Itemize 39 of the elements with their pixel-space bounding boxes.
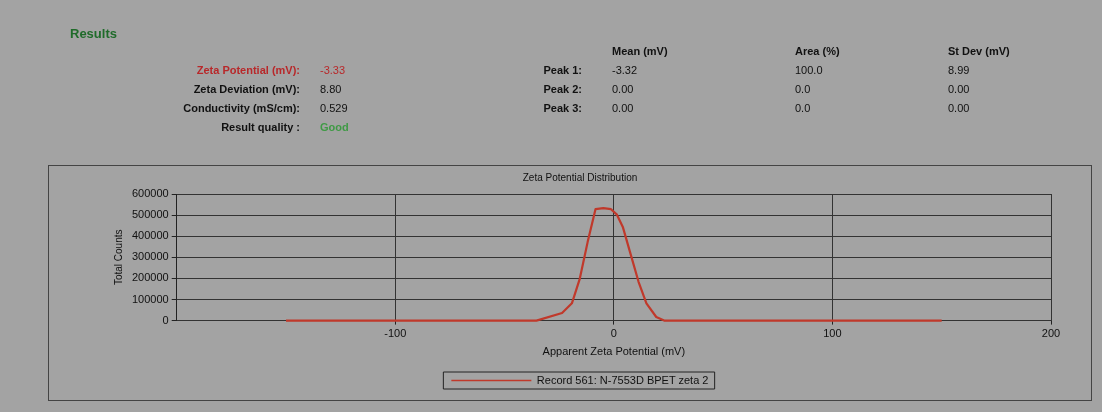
- x-axis-title: Apparent Zeta Potential (mV): [542, 345, 686, 358]
- y-tick-label: 500000: [131, 208, 169, 221]
- text: 0.0: [795, 102, 811, 114]
- text: 100.0: [795, 64, 823, 76]
- text: 0.529: [320, 102, 348, 114]
- chart-title: Zeta Potential Distribution: [522, 171, 638, 183]
- text: Peak 3:: [543, 102, 582, 114]
- text: -3.32: [612, 64, 638, 76]
- y-tick-label: 200000: [131, 271, 169, 284]
- text: 0.0: [795, 83, 811, 95]
- text: 0.00: [612, 83, 634, 95]
- text: Result quality :: [221, 121, 300, 133]
- text: -3.33: [320, 64, 346, 76]
- x-tick-label: -100: [384, 327, 407, 340]
- text: Conductivity (mS/cm):: [183, 102, 300, 114]
- text: 8.99: [948, 64, 970, 76]
- x-tick-label: 100: [823, 327, 842, 340]
- text: Record 561: N-7553D BPET zeta 2: [536, 373, 709, 386]
- text: 0.00: [948, 83, 970, 95]
- y-tick-label: 100000: [131, 292, 169, 305]
- text: 8.80: [320, 83, 342, 95]
- text: Mean (mV): [612, 45, 668, 57]
- text: 0.00: [948, 102, 970, 114]
- text: Zeta Potential (mV):: [196, 64, 300, 76]
- text: Area (%): [795, 45, 840, 57]
- text: Good: [320, 121, 349, 133]
- x-tick-label: 200: [1041, 327, 1061, 340]
- text: St Dev (mV): [948, 45, 1010, 57]
- y-tick-label: 600000: [131, 187, 169, 200]
- x-tick-label: 0: [610, 327, 617, 340]
- y-tick-label: 400000: [131, 229, 169, 242]
- text: 0.00: [612, 102, 634, 114]
- text: Peak 2:: [543, 83, 582, 95]
- y-tick-label: 300000: [131, 250, 169, 263]
- y-axis-title: Total Counts: [112, 229, 124, 286]
- text: Peak 1:: [543, 64, 582, 76]
- text: Results: [70, 26, 117, 41]
- y-tick-label: 0: [162, 313, 169, 326]
- text: Zeta Deviation (mV):: [193, 83, 300, 95]
